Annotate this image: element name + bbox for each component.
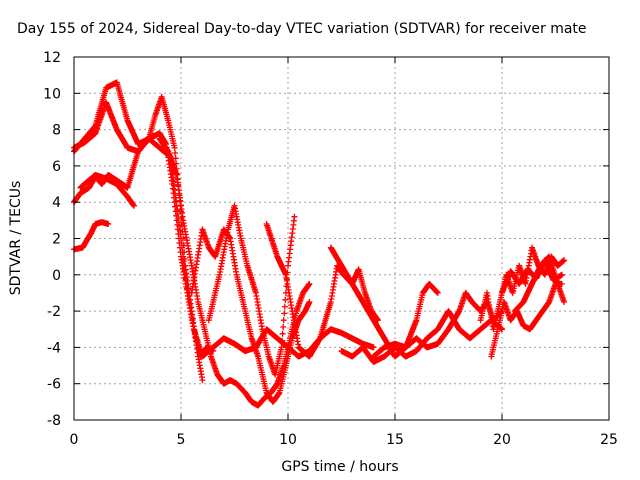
x-tick-label: 10	[279, 432, 297, 448]
series-trace-5	[77, 172, 137, 209]
series-trace-6	[156, 135, 313, 409]
series-trace-16	[511, 253, 568, 315]
y-tick-label: -8	[47, 413, 61, 429]
y-tick-label: 2	[52, 232, 61, 248]
series-trace-8	[205, 202, 298, 378]
x-axis-label: GPS time / hours	[281, 459, 398, 475]
y-tick-label: 0	[52, 268, 61, 284]
y-tick-label: -2	[47, 304, 61, 320]
series-markers	[338, 308, 505, 365]
x-tick-label: 0	[70, 432, 79, 448]
y-axis-label: SDTVAR / TECUs	[8, 181, 24, 296]
y-tick-label: 10	[43, 86, 61, 102]
data-series	[71, 79, 568, 409]
y-tick-label: 12	[43, 50, 61, 66]
y-tick-label: -4	[47, 340, 61, 356]
series-markers	[511, 253, 568, 315]
y-tick-label: 8	[52, 123, 61, 139]
y-tick-label: 6	[52, 159, 61, 175]
y-tick-label: 4	[52, 195, 61, 211]
axis-ticks: 0 5 10 15 20 25 -8 -6 -4 -2 0 2 4 6 8 10 12	[43, 50, 618, 448]
series-markers	[77, 172, 137, 209]
x-tick-label: 15	[386, 432, 404, 448]
x-tick-label: 25	[600, 432, 618, 448]
y-tick-label: -6	[47, 377, 61, 393]
series-markers	[156, 135, 313, 409]
series-trace-11	[338, 308, 505, 365]
x-tick-label: 20	[493, 432, 511, 448]
x-tick-label: 5	[177, 432, 186, 448]
series-markers	[205, 202, 298, 378]
chart-title: Day 155 of 2024, Sidereal Day-to-day VTE…	[17, 21, 587, 37]
